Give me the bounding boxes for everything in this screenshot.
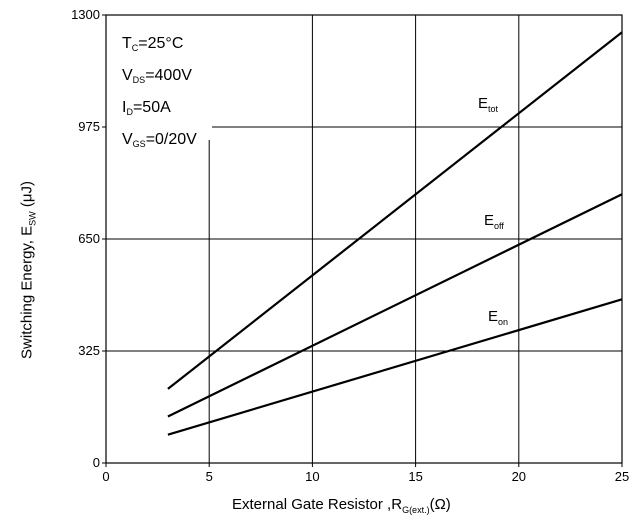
y-tick-label: 1300: [71, 7, 100, 22]
series-line-off: [167, 193, 623, 418]
condition-vgs: VGS=0/20V: [122, 131, 197, 149]
x-tick-label: 0: [102, 469, 109, 484]
x-tick-label: 10: [305, 469, 319, 484]
series-label-eoff: Eoff: [484, 212, 504, 231]
condition-vds: VDS=400V: [122, 67, 192, 85]
x-axis-label: External Gate Resistor ,RG(ext.)(Ω): [232, 496, 451, 515]
series-line-on: [167, 298, 623, 436]
series-label-eon: Eon: [488, 308, 509, 327]
x-tick-label: 5: [206, 469, 213, 484]
condition-tc: TC=25°C: [122, 35, 184, 53]
series-line-tot: [167, 31, 623, 390]
x-tick-label: 15: [408, 469, 422, 484]
x-tick-label: 25: [615, 469, 629, 484]
y-tick-label: 325: [78, 343, 100, 358]
y-axis-label: Switching Energy, ESW (μJ): [18, 181, 38, 359]
condition-id: ID=50A: [122, 99, 171, 117]
y-tick-label: 0: [93, 455, 100, 470]
x-tick-label: 20: [512, 469, 526, 484]
series-label-etot: Etot: [478, 95, 499, 114]
y-tick-label: 975: [78, 119, 100, 134]
conditions-box: TC=25°C VDS=400V ID=50A VGS=0/20V: [122, 34, 197, 154]
y-tick-label: 650: [78, 231, 100, 246]
